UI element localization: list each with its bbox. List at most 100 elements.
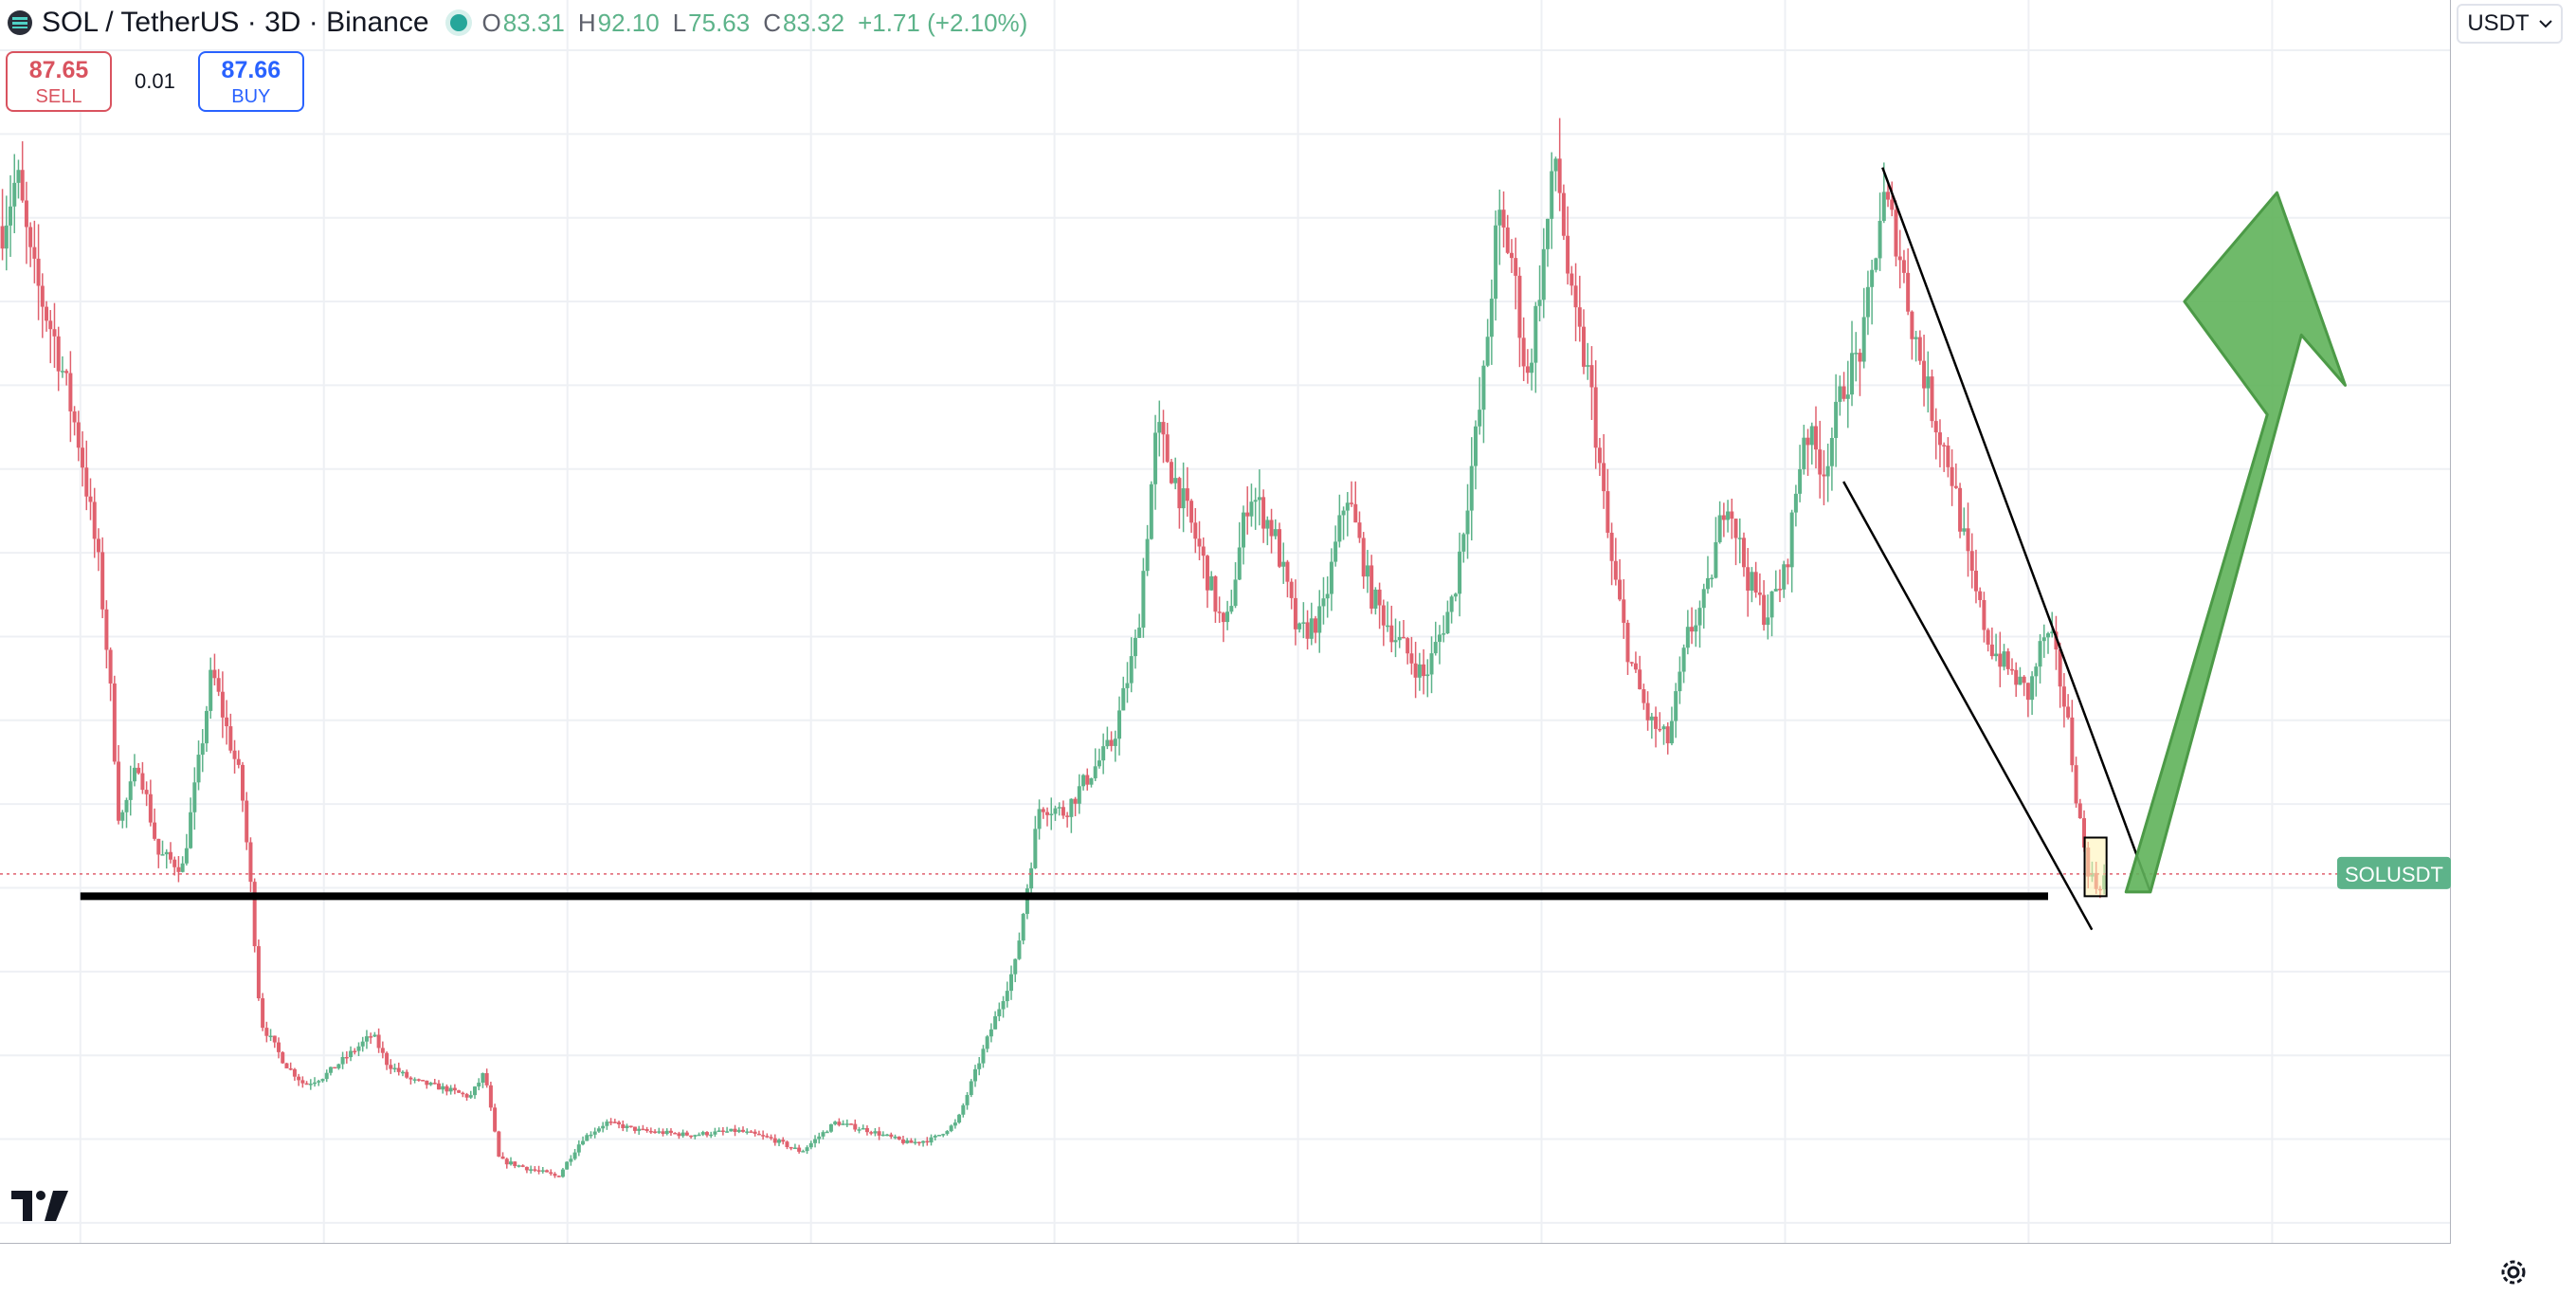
candle-body[interactable] (1053, 808, 1058, 814)
candle-body[interactable] (1353, 503, 1358, 523)
candle-body[interactable] (1769, 591, 1774, 618)
candle-body[interactable] (400, 1071, 405, 1074)
candle-body[interactable] (1809, 426, 1814, 446)
candle-body[interactable] (1465, 510, 1470, 535)
candle-body[interactable] (885, 1134, 890, 1137)
candle-body[interactable] (60, 371, 64, 373)
candle-body[interactable] (1674, 691, 1678, 721)
candle-body[interactable] (1642, 689, 1646, 703)
candle-body[interactable] (736, 1129, 741, 1133)
candle-body[interactable] (869, 1132, 874, 1134)
candle-body[interactable] (673, 1132, 678, 1135)
candle-body[interactable] (601, 1125, 606, 1129)
candle-body[interactable] (360, 1041, 365, 1047)
candle-body[interactable] (1665, 726, 1670, 744)
candle-body[interactable] (709, 1134, 714, 1137)
candle-body[interactable] (1329, 561, 1333, 594)
candle-body[interactable] (1333, 541, 1338, 562)
candle-body[interactable] (1582, 326, 1587, 367)
candle-body[interactable] (1017, 940, 1022, 959)
candle-body[interactable] (792, 1147, 797, 1150)
candle-body[interactable] (1917, 337, 1922, 361)
candle-body[interactable] (1373, 589, 1378, 609)
candle-body[interactable] (264, 1028, 269, 1036)
candle-body[interactable] (873, 1131, 878, 1134)
candle-body[interactable] (1782, 564, 1787, 590)
candle-body[interactable] (192, 782, 197, 812)
candle-body[interactable] (864, 1128, 869, 1133)
candle-body[interactable] (364, 1036, 369, 1042)
candle-body[interactable] (833, 1122, 838, 1124)
candle-body[interactable] (1822, 474, 1826, 477)
candle-body[interactable] (1314, 618, 1318, 633)
candle-body[interactable] (585, 1135, 590, 1141)
candle-body[interactable] (1317, 606, 1322, 633)
candle-body[interactable] (1485, 337, 1490, 366)
candle-body[interactable] (216, 678, 221, 692)
candle-body[interactable] (536, 1170, 541, 1172)
candle-body[interactable] (553, 1174, 557, 1176)
candle-body[interactable] (2061, 686, 2066, 707)
candle-body[interactable] (1890, 199, 1895, 210)
candle-body[interactable] (100, 552, 105, 610)
candle-body[interactable] (1906, 272, 1911, 312)
candle-body[interactable] (1793, 493, 1798, 513)
candle-body[interactable] (957, 1114, 962, 1123)
candle-body[interactable] (1802, 437, 1806, 469)
candle-body[interactable] (405, 1071, 409, 1078)
candle-body[interactable] (1337, 515, 1342, 542)
candle-body[interactable] (1757, 593, 1762, 595)
candle-body[interactable] (92, 502, 97, 539)
candle-body[interactable] (1561, 192, 1566, 236)
candle-body[interactable] (725, 1131, 730, 1133)
candle-body[interactable] (1069, 798, 1074, 817)
candle-body[interactable] (1973, 570, 1978, 592)
candle-body[interactable] (697, 1134, 701, 1137)
candle-body[interactable] (1541, 248, 1546, 301)
candle-body[interactable] (821, 1132, 825, 1137)
candle-body[interactable] (765, 1136, 770, 1138)
candle-body[interactable] (517, 1165, 521, 1167)
candle-body[interactable] (84, 467, 89, 497)
candle-body[interactable] (320, 1079, 325, 1082)
candle-body[interactable] (1901, 260, 1906, 273)
candle-body[interactable] (376, 1034, 381, 1049)
candle-body[interactable] (993, 1015, 998, 1030)
candle-body[interactable] (112, 683, 117, 762)
candle-body[interactable] (1573, 285, 1578, 308)
candle-body[interactable] (745, 1131, 750, 1133)
candle-body[interactable] (1942, 445, 1947, 447)
candle-body[interactable] (1933, 421, 1938, 433)
candle-body[interactable] (769, 1137, 773, 1139)
candle-body[interactable] (1481, 365, 1486, 410)
candle-body[interactable] (172, 859, 177, 867)
candle-body[interactable] (1422, 664, 1426, 677)
candle-body[interactable] (1221, 612, 1225, 623)
candle-body[interactable] (913, 1141, 917, 1144)
candle-body[interactable] (1301, 622, 1306, 624)
candle-body[interactable] (1618, 579, 1623, 600)
candle-body[interactable] (825, 1131, 829, 1134)
candle-body[interactable] (448, 1087, 453, 1092)
currency-selector[interactable]: USDT (2457, 4, 2563, 44)
candle-body[interactable] (1433, 642, 1438, 654)
candle-body[interactable] (1834, 401, 1839, 438)
candle-body[interactable] (124, 799, 129, 812)
sell-button[interactable]: 87.65 SELL (6, 51, 112, 112)
candle-body[interactable] (292, 1068, 297, 1077)
candle-body[interactable] (1777, 589, 1782, 591)
candle-body[interactable] (1762, 594, 1767, 626)
candle-body[interactable] (313, 1082, 317, 1085)
candle-body[interactable] (1870, 269, 1875, 287)
candle-body[interactable] (1629, 662, 1634, 664)
candle-body[interactable] (104, 609, 109, 650)
candle-body[interactable] (693, 1135, 698, 1137)
candle-body[interactable] (632, 1126, 637, 1131)
candle-body[interactable] (457, 1090, 462, 1093)
candle-body[interactable] (781, 1140, 786, 1142)
candle-body[interactable] (1766, 617, 1770, 626)
candle-body[interactable] (921, 1140, 926, 1143)
candle-body[interactable] (1397, 636, 1402, 641)
candle-body[interactable] (801, 1151, 806, 1153)
candle-body[interactable] (1950, 466, 1954, 486)
